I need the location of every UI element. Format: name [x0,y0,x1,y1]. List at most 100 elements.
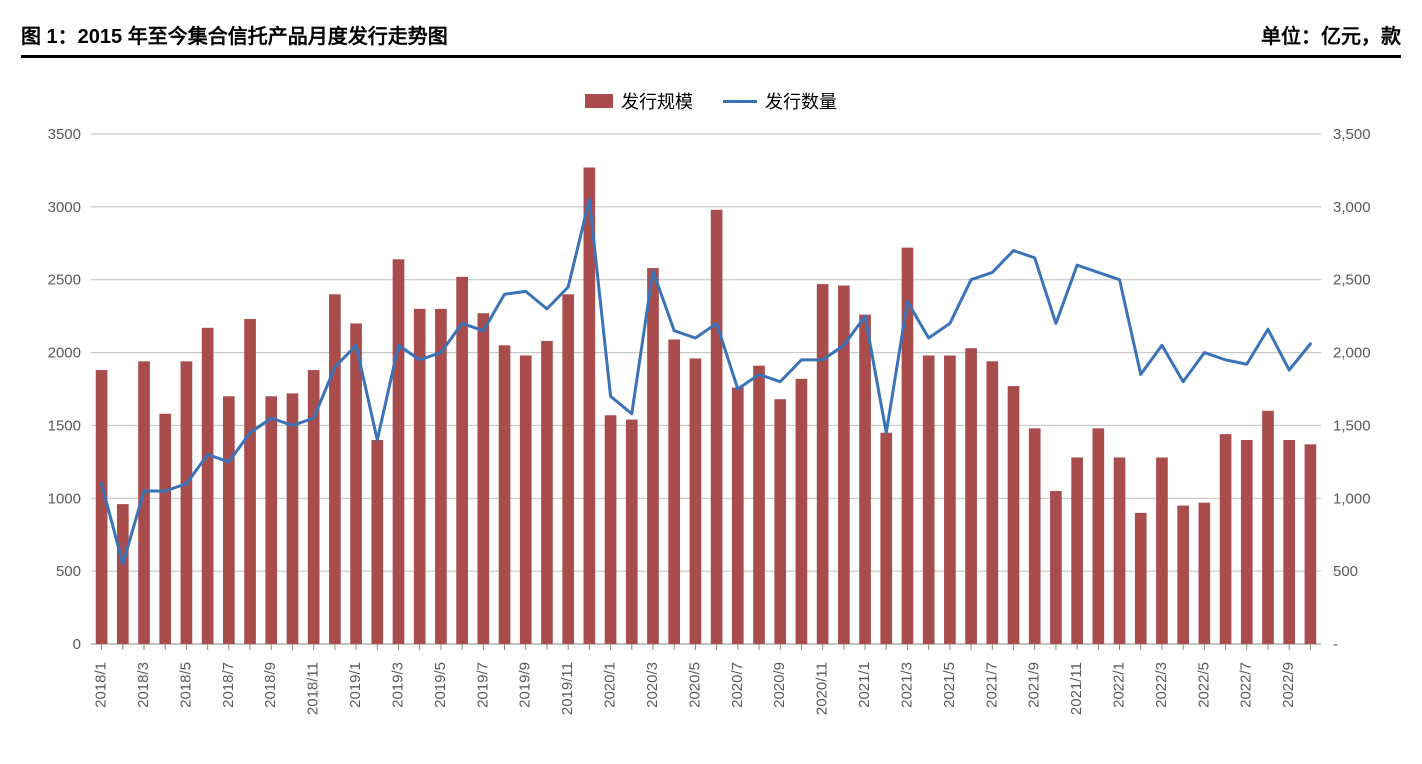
svg-text:2022/5: 2022/5 [1195,662,1212,708]
bar [371,440,383,644]
svg-text:2020/3: 2020/3 [644,662,661,708]
svg-text:2020/11: 2020/11 [814,662,831,715]
bar [626,420,638,644]
svg-text:2021/1: 2021/1 [856,662,873,708]
svg-text:2021/3: 2021/3 [898,662,915,708]
bar [1008,386,1020,644]
svg-text:1500: 1500 [48,417,81,434]
svg-text:2018/1: 2018/1 [93,662,110,708]
bar [520,355,532,644]
bar [541,341,553,644]
svg-text:2021/7: 2021/7 [983,662,1000,708]
svg-text:1000: 1000 [48,490,81,507]
svg-text:3,500: 3,500 [1333,126,1371,143]
chart-legend: 发行规模 发行数量 [21,88,1401,114]
bar [477,313,489,644]
svg-text:2000: 2000 [48,345,81,362]
bar [1305,444,1317,644]
legend-item-line: 发行数量 [723,88,837,114]
svg-text:2,000: 2,000 [1333,345,1371,362]
bar [923,355,935,644]
svg-text:3,000: 3,000 [1333,199,1371,216]
svg-text:3000: 3000 [48,199,81,216]
bar [1050,491,1062,644]
bar [435,309,447,644]
bar [329,294,341,644]
bar [944,355,956,644]
svg-text:2022/1: 2022/1 [1111,662,1128,708]
svg-text:0: 0 [73,636,81,653]
bar [859,315,871,644]
bar [732,388,744,644]
chart-plot-area: 0500100015002000250030003500-5001,0001,5… [21,124,1401,744]
svg-text:2,500: 2,500 [1333,272,1371,289]
svg-text:2022/7: 2022/7 [1238,662,1255,708]
bar [1283,440,1295,644]
bar [774,399,786,644]
svg-text:2018/9: 2018/9 [262,662,279,708]
legend-swatch-line [723,100,757,103]
svg-text:500: 500 [1333,563,1358,580]
bar [223,396,235,644]
chart-unit: 单位：亿元，款 [1261,20,1401,49]
svg-text:2020/5: 2020/5 [686,662,703,708]
bar [647,268,659,644]
bar [265,396,277,644]
bar [117,504,129,644]
svg-text:500: 500 [56,563,81,580]
svg-text:2018/5: 2018/5 [177,662,194,708]
bar [1135,513,1147,644]
svg-text:2019/5: 2019/5 [432,662,449,708]
bar [690,358,702,644]
svg-text:1,000: 1,000 [1333,490,1371,507]
bar [880,433,892,644]
svg-text:2021/5: 2021/5 [941,662,958,708]
svg-text:2018/11: 2018/11 [305,662,322,715]
bar [1262,411,1274,644]
bar [605,415,617,644]
bar [159,414,171,644]
legend-label-bar: 发行规模 [621,88,693,114]
bar [965,348,977,644]
bar [96,370,108,644]
bar [1241,440,1253,644]
bar [986,361,998,644]
svg-text:2021/9: 2021/9 [1026,662,1043,708]
chart-title: 图 1：2015 年至今集合信托产品月度发行走势图 [21,20,448,49]
bar [753,366,765,644]
bar [1071,457,1083,644]
svg-text:2021/11: 2021/11 [1068,662,1085,715]
bar [1029,428,1041,644]
bar [711,210,723,644]
svg-text:2018/3: 2018/3 [135,662,152,708]
svg-text:-: - [1333,636,1338,653]
bar [202,328,214,644]
chart-header: 图 1：2015 年至今集合信托产品月度发行走势图 单位：亿元，款 [21,20,1401,58]
svg-text:2019/3: 2019/3 [389,662,406,708]
svg-text:2019/9: 2019/9 [517,662,534,708]
chart-container: 图 1：2015 年至今集合信托产品月度发行走势图 单位：亿元，款 发行规模 发… [21,20,1401,744]
bar [817,284,829,644]
svg-text:2020/7: 2020/7 [729,662,746,708]
bar [562,294,574,644]
legend-label-line: 发行数量 [765,88,837,114]
bar [1092,428,1104,644]
svg-text:2019/1: 2019/1 [347,662,364,708]
svg-text:2022/3: 2022/3 [1153,662,1170,708]
bar [1156,457,1168,644]
bar [244,319,256,644]
bar [796,379,808,644]
svg-text:2019/11: 2019/11 [559,662,576,715]
bar [456,277,468,644]
svg-text:3500: 3500 [48,126,81,143]
bar [1114,457,1126,644]
chart-svg: 0500100015002000250030003500-5001,0001,5… [21,124,1401,744]
bar [668,339,680,644]
bar [1199,503,1211,644]
bar [1177,506,1189,644]
bar [350,323,362,644]
legend-item-bar: 发行规模 [585,88,693,114]
svg-text:2020/1: 2020/1 [602,662,619,708]
svg-text:2018/7: 2018/7 [220,662,237,708]
svg-text:2500: 2500 [48,272,81,289]
